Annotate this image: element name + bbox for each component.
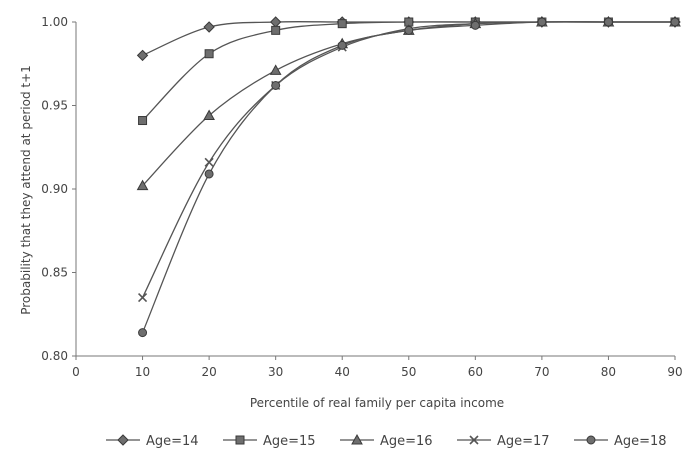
x-tick-label: 50 (401, 365, 416, 379)
x-axis-title: Percentile of real family per capita inc… (250, 396, 504, 410)
data-point-age-18 (670, 17, 680, 27)
legend-marker (469, 435, 479, 445)
x-tick-label: 40 (335, 365, 350, 379)
x-tick-label: 60 (468, 365, 483, 379)
data-point-age-14 (269, 16, 282, 28)
data-point-age-18 (537, 17, 547, 27)
x-tick-label: 80 (601, 365, 616, 379)
legend-marker (586, 435, 596, 445)
data-point-age-17 (137, 292, 148, 303)
legend-marker (351, 433, 363, 445)
data-point-age-18 (603, 17, 613, 27)
y-axis-title: Probability that they attend at period t… (19, 65, 33, 315)
data-point-age-18 (337, 40, 347, 50)
y-tick-label: 0.85 (41, 266, 68, 280)
data-point-age-15 (271, 25, 281, 35)
x-tick-label: 70 (534, 365, 549, 379)
data-point-age-18 (470, 20, 480, 30)
x-tick-label: 20 (201, 365, 216, 379)
x-tick-label: 90 (667, 365, 682, 379)
data-point-age-14 (136, 49, 149, 62)
y-tick-label: 0.80 (41, 349, 68, 363)
data-point-age-18 (404, 25, 414, 35)
data-point-age-18 (138, 328, 148, 338)
data-point-age-14 (203, 21, 215, 33)
series-age-18 (138, 17, 680, 338)
series-age-16 (136, 15, 681, 191)
legend-label: Age=17 (497, 434, 550, 449)
data-point-age-16 (269, 64, 282, 75)
legend: Age=14 Age=15 Age=16 Age=17 Age=18 (106, 433, 667, 449)
legend-marker (117, 434, 129, 446)
y-tick-label: 1.00 (41, 15, 68, 29)
series-layer (136, 15, 681, 338)
legend-label: Age=18 (614, 434, 667, 449)
x-tick-label: 30 (268, 365, 283, 379)
series-age-17 (137, 17, 680, 303)
data-point-age-18 (271, 80, 281, 90)
legend-item-age-17: Age=17 (457, 434, 550, 449)
legend-label: Age=14 (146, 434, 199, 449)
legend-marker (235, 435, 245, 445)
series-line-age-17 (141, 21, 675, 298)
legend-item-age-18: Age=18 (574, 434, 667, 449)
legend-item-age-15: Age=15 (223, 434, 316, 449)
data-point-age-16 (136, 179, 149, 191)
x-tick-label: 0 (72, 365, 80, 379)
data-point-age-18 (204, 169, 214, 179)
axes: 0 10 20 30 40 50 60 70 80 90 0.80 0.85 0.90 0.95 1.00 (41, 15, 682, 379)
legend-item-age-14: Age=14 (106, 434, 199, 449)
series-line-age-15 (142, 21, 675, 121)
x-tick-label: 10 (135, 365, 150, 379)
legend-label: Age=15 (263, 434, 316, 449)
data-point-age-15 (204, 49, 214, 59)
data-point-age-15 (138, 116, 148, 126)
y-tick-label: 0.90 (41, 182, 68, 196)
legend-label: Age=16 (380, 434, 433, 449)
legend-item-age-16: Age=16 (340, 433, 433, 449)
data-point-age-16 (203, 109, 215, 121)
series-line-age-18 (141, 21, 675, 333)
data-point-age-17 (204, 157, 214, 167)
data-point-age-15 (337, 19, 347, 29)
y-tick-label: 0.95 (41, 99, 68, 113)
